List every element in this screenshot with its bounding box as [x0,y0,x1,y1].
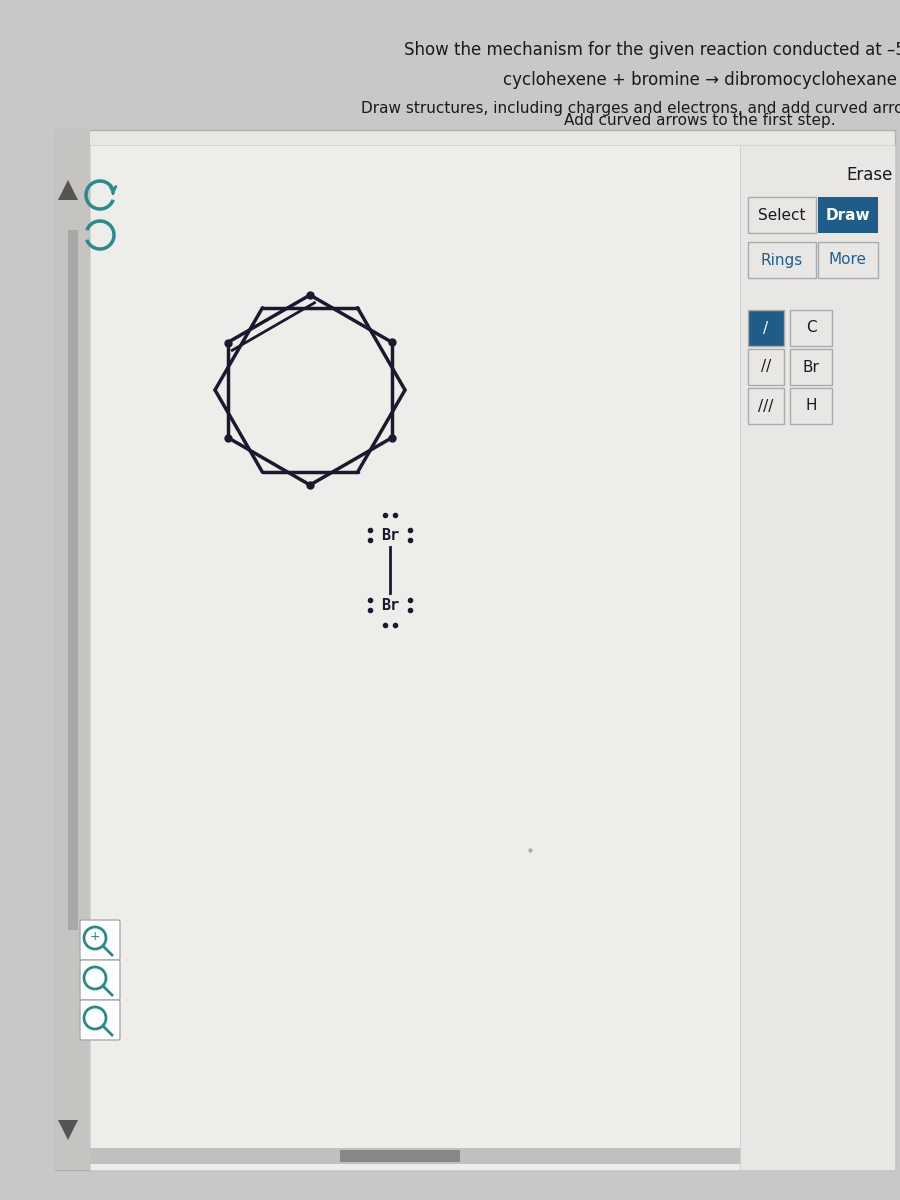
Text: Br: Br [803,360,819,374]
FancyBboxPatch shape [55,130,90,1170]
Text: More: More [829,252,867,268]
Text: Erase: Erase [847,166,893,184]
Text: Select: Select [758,208,806,222]
FancyBboxPatch shape [90,1148,740,1164]
FancyBboxPatch shape [818,242,878,278]
FancyBboxPatch shape [748,388,784,424]
Polygon shape [58,180,78,200]
FancyBboxPatch shape [748,242,816,278]
Text: /: / [763,320,769,336]
FancyBboxPatch shape [340,1150,460,1162]
FancyBboxPatch shape [790,310,832,346]
Text: Br: Br [381,598,399,612]
FancyBboxPatch shape [80,960,120,1000]
FancyBboxPatch shape [90,145,740,1170]
Text: Show the mechanism for the given reaction conducted at –5 °C in CCl₄.: Show the mechanism for the given reactio… [404,41,900,59]
Text: //: // [760,360,771,374]
FancyBboxPatch shape [55,130,895,1170]
Text: cyclohexene + bromine → dibromocyclohexane: cyclohexene + bromine → dibromocyclohexa… [503,71,897,89]
Text: C: C [806,320,816,336]
FancyBboxPatch shape [748,349,784,385]
FancyBboxPatch shape [68,230,78,930]
Text: Rings: Rings [760,252,803,268]
FancyBboxPatch shape [80,920,120,960]
FancyBboxPatch shape [748,197,816,233]
Text: ///: /// [759,398,774,414]
Polygon shape [58,1120,78,1140]
FancyBboxPatch shape [80,1000,120,1040]
FancyBboxPatch shape [748,310,784,346]
FancyBboxPatch shape [740,145,895,1170]
Text: H: H [806,398,817,414]
FancyBboxPatch shape [790,388,832,424]
Text: Br: Br [381,528,399,542]
Text: Draw structures, including charges and electrons, and add curved arrows. Details: Draw structures, including charges and e… [361,101,900,115]
FancyBboxPatch shape [790,349,832,385]
Text: Add curved arrows to the first step.: Add curved arrows to the first step. [564,113,836,127]
Text: +: + [90,930,100,943]
FancyBboxPatch shape [818,197,878,233]
Text: Draw: Draw [825,208,870,222]
